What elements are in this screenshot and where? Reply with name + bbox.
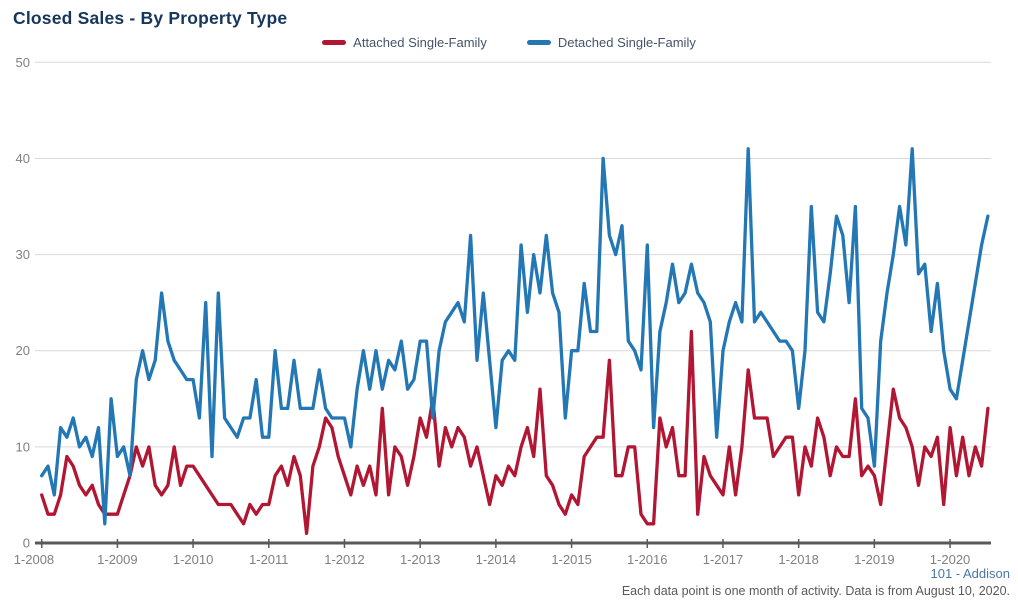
x-tick-label: 1-2010 xyxy=(173,552,213,567)
x-tick-label: 1-2011 xyxy=(249,552,289,567)
y-tick-label: 0 xyxy=(23,536,30,551)
attached-series-swatch-icon xyxy=(322,40,347,45)
detached-series-line xyxy=(40,147,990,526)
chart-legend: Attached Single-Family Detached Single-F… xyxy=(0,35,1018,50)
y-tick-label: 30 xyxy=(16,247,30,262)
x-tick-label: 1-2013 xyxy=(400,552,440,567)
detached-series-swatch-icon xyxy=(526,40,551,45)
x-tick-label: 1-2014 xyxy=(476,552,516,567)
legend-label-attached: Attached Single-Family xyxy=(353,35,487,50)
x-tick-label: 1-2019 xyxy=(854,552,894,567)
page-title: Closed Sales - By Property Type xyxy=(13,8,288,28)
legend-item-detached: Detached Single-Family xyxy=(526,35,696,50)
footnote: Each data point is one month of activity… xyxy=(621,584,1010,598)
x-tick-label: 1-2015 xyxy=(551,552,591,567)
x-tick-label: 1-2012 xyxy=(324,552,364,567)
y-tick-label: 20 xyxy=(16,343,30,358)
x-tick-label: 1-2018 xyxy=(778,552,818,567)
x-tick-label: 1-2020 xyxy=(930,552,970,567)
chart-footer: 101 - Addison Each data point is one mon… xyxy=(622,566,1010,598)
y-tick-label: 50 xyxy=(16,55,30,70)
attached-series-line xyxy=(40,329,990,536)
legend-label-detached: Detached Single-Family xyxy=(557,35,696,50)
x-tick-label: 1-2008 xyxy=(14,552,54,567)
y-tick-label: 10 xyxy=(16,439,30,454)
x-tick-label: 1-2017 xyxy=(703,552,743,567)
legend-item-attached: Attached Single-Family xyxy=(322,35,487,50)
x-tick-label: 1-2016 xyxy=(627,552,667,567)
x-tick-label: 1-2009 xyxy=(97,552,137,567)
source-label: 101 - Addison xyxy=(930,566,1010,581)
y-tick-label: 40 xyxy=(16,151,30,166)
